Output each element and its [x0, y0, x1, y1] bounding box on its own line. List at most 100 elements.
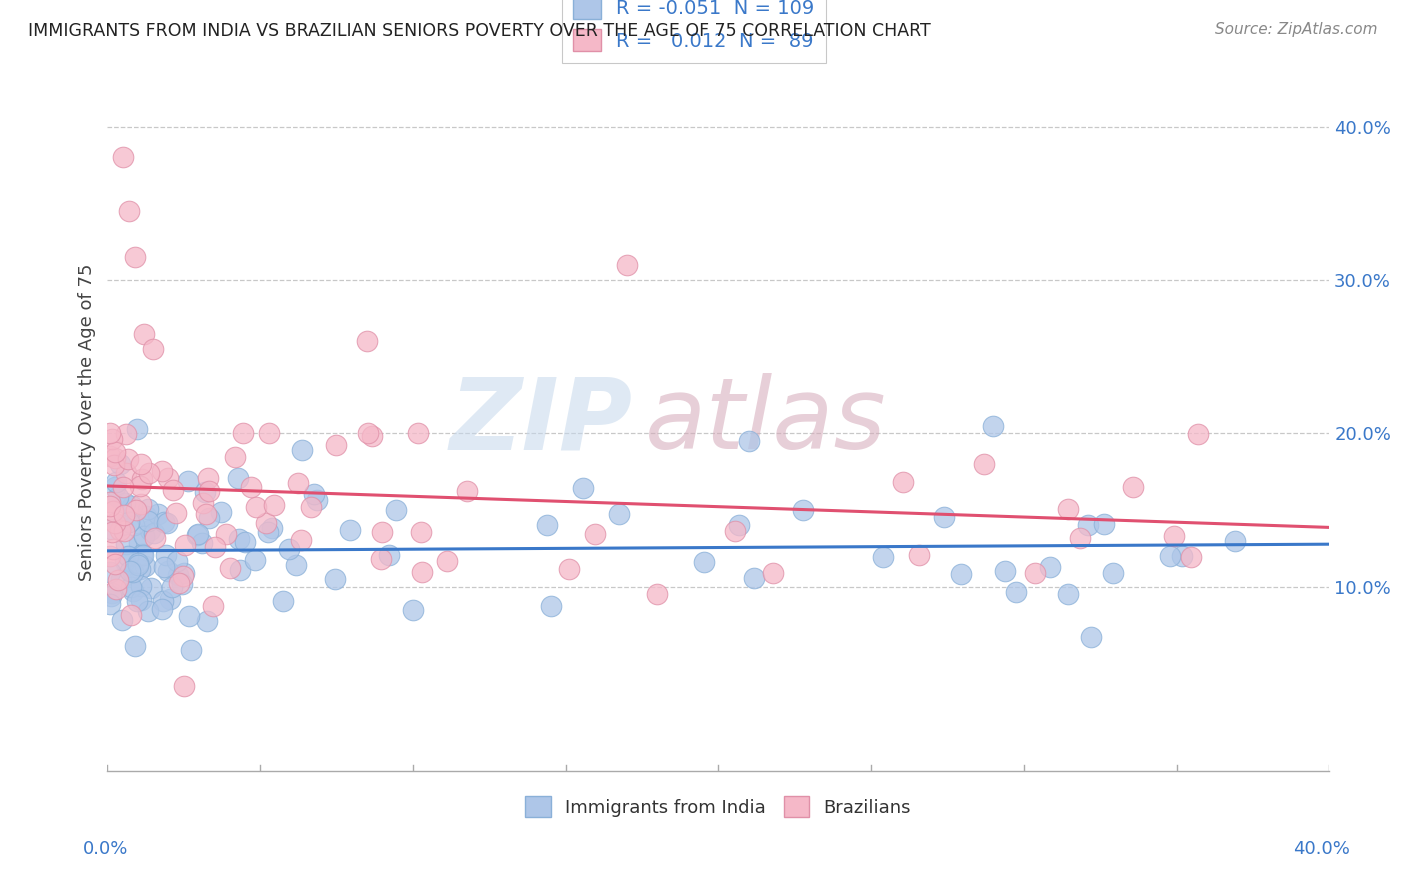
Point: [436, 554, 458, 568]
Point: [370, 552, 392, 566]
Point: [156, 516, 179, 530]
Point: [186, 528, 208, 542]
Point: [101, 541, 124, 556]
Point: [195, 507, 218, 521]
Point: [129, 562, 152, 576]
Point: [377, 548, 399, 562]
Point: [616, 258, 638, 272]
Point: [1092, 517, 1115, 532]
Point: [125, 594, 148, 608]
Point: [114, 496, 136, 510]
Point: [1024, 566, 1046, 580]
Point: [302, 487, 325, 501]
Point: [121, 565, 143, 579]
Point: [122, 584, 145, 599]
Point: [115, 537, 138, 551]
Point: [111, 613, 134, 627]
Point: [117, 451, 139, 466]
Point: [152, 593, 174, 607]
Point: [100, 586, 122, 600]
Point: [173, 566, 195, 581]
Point: [1057, 502, 1080, 516]
Point: [179, 608, 201, 623]
Point: [104, 582, 127, 596]
Point: [934, 510, 956, 524]
Point: [981, 418, 1004, 433]
Point: [125, 502, 148, 516]
Point: [152, 560, 174, 574]
Point: [166, 553, 188, 567]
Point: [323, 572, 346, 586]
Point: [1080, 630, 1102, 644]
Text: atlas: atlas: [645, 374, 887, 470]
Point: [100, 499, 122, 513]
Point: [1057, 587, 1080, 601]
Point: [571, 482, 593, 496]
Text: 0.0%: 0.0%: [83, 840, 128, 858]
Point: [150, 602, 173, 616]
Point: [727, 518, 749, 533]
Point: [127, 558, 149, 572]
Y-axis label: Seniors Poverty Over the Age of 75: Seniors Poverty Over the Age of 75: [79, 263, 96, 581]
Point: [100, 522, 122, 536]
Point: [132, 326, 155, 341]
Point: [107, 490, 129, 504]
Point: [128, 536, 150, 550]
Point: [112, 480, 135, 494]
Point: [361, 429, 384, 443]
Point: [100, 450, 122, 464]
Point: [136, 604, 159, 618]
Point: [228, 563, 250, 577]
Point: [262, 521, 284, 535]
Point: [160, 580, 183, 594]
Point: [226, 471, 249, 485]
Point: [131, 497, 153, 511]
Point: [245, 500, 267, 514]
Point: [100, 589, 122, 603]
Point: [536, 518, 558, 533]
Point: [110, 523, 132, 537]
Point: [129, 579, 152, 593]
Point: [127, 556, 149, 570]
Point: [165, 506, 187, 520]
Point: [233, 535, 256, 549]
Point: [191, 536, 214, 550]
Point: [724, 524, 747, 539]
Point: [111, 517, 134, 532]
Point: [224, 450, 246, 464]
Point: [645, 587, 668, 601]
Point: [153, 516, 176, 530]
Point: [118, 204, 141, 219]
Point: [167, 568, 190, 582]
Point: [104, 445, 127, 459]
Point: [1039, 560, 1062, 574]
Point: [110, 572, 132, 586]
Point: [136, 514, 159, 528]
Point: [107, 574, 129, 588]
Point: [100, 597, 122, 611]
Point: [243, 552, 266, 566]
Point: [994, 564, 1017, 578]
Point: [257, 426, 280, 441]
Point: [307, 492, 329, 507]
Point: [384, 503, 406, 517]
Point: [1122, 479, 1144, 493]
Point: [232, 426, 254, 441]
Point: [114, 466, 136, 480]
Point: [139, 581, 162, 595]
Point: [114, 427, 136, 442]
Point: [1187, 427, 1209, 442]
Point: [218, 561, 240, 575]
Point: [402, 603, 425, 617]
Point: [129, 458, 152, 472]
Point: [215, 527, 238, 541]
Point: [762, 566, 785, 580]
Point: [1159, 549, 1181, 564]
Point: [371, 525, 394, 540]
Text: ZIP: ZIP: [450, 374, 633, 470]
Point: [187, 526, 209, 541]
Point: [150, 464, 173, 478]
Point: [146, 507, 169, 521]
Point: [134, 529, 156, 543]
Point: [1170, 549, 1192, 563]
